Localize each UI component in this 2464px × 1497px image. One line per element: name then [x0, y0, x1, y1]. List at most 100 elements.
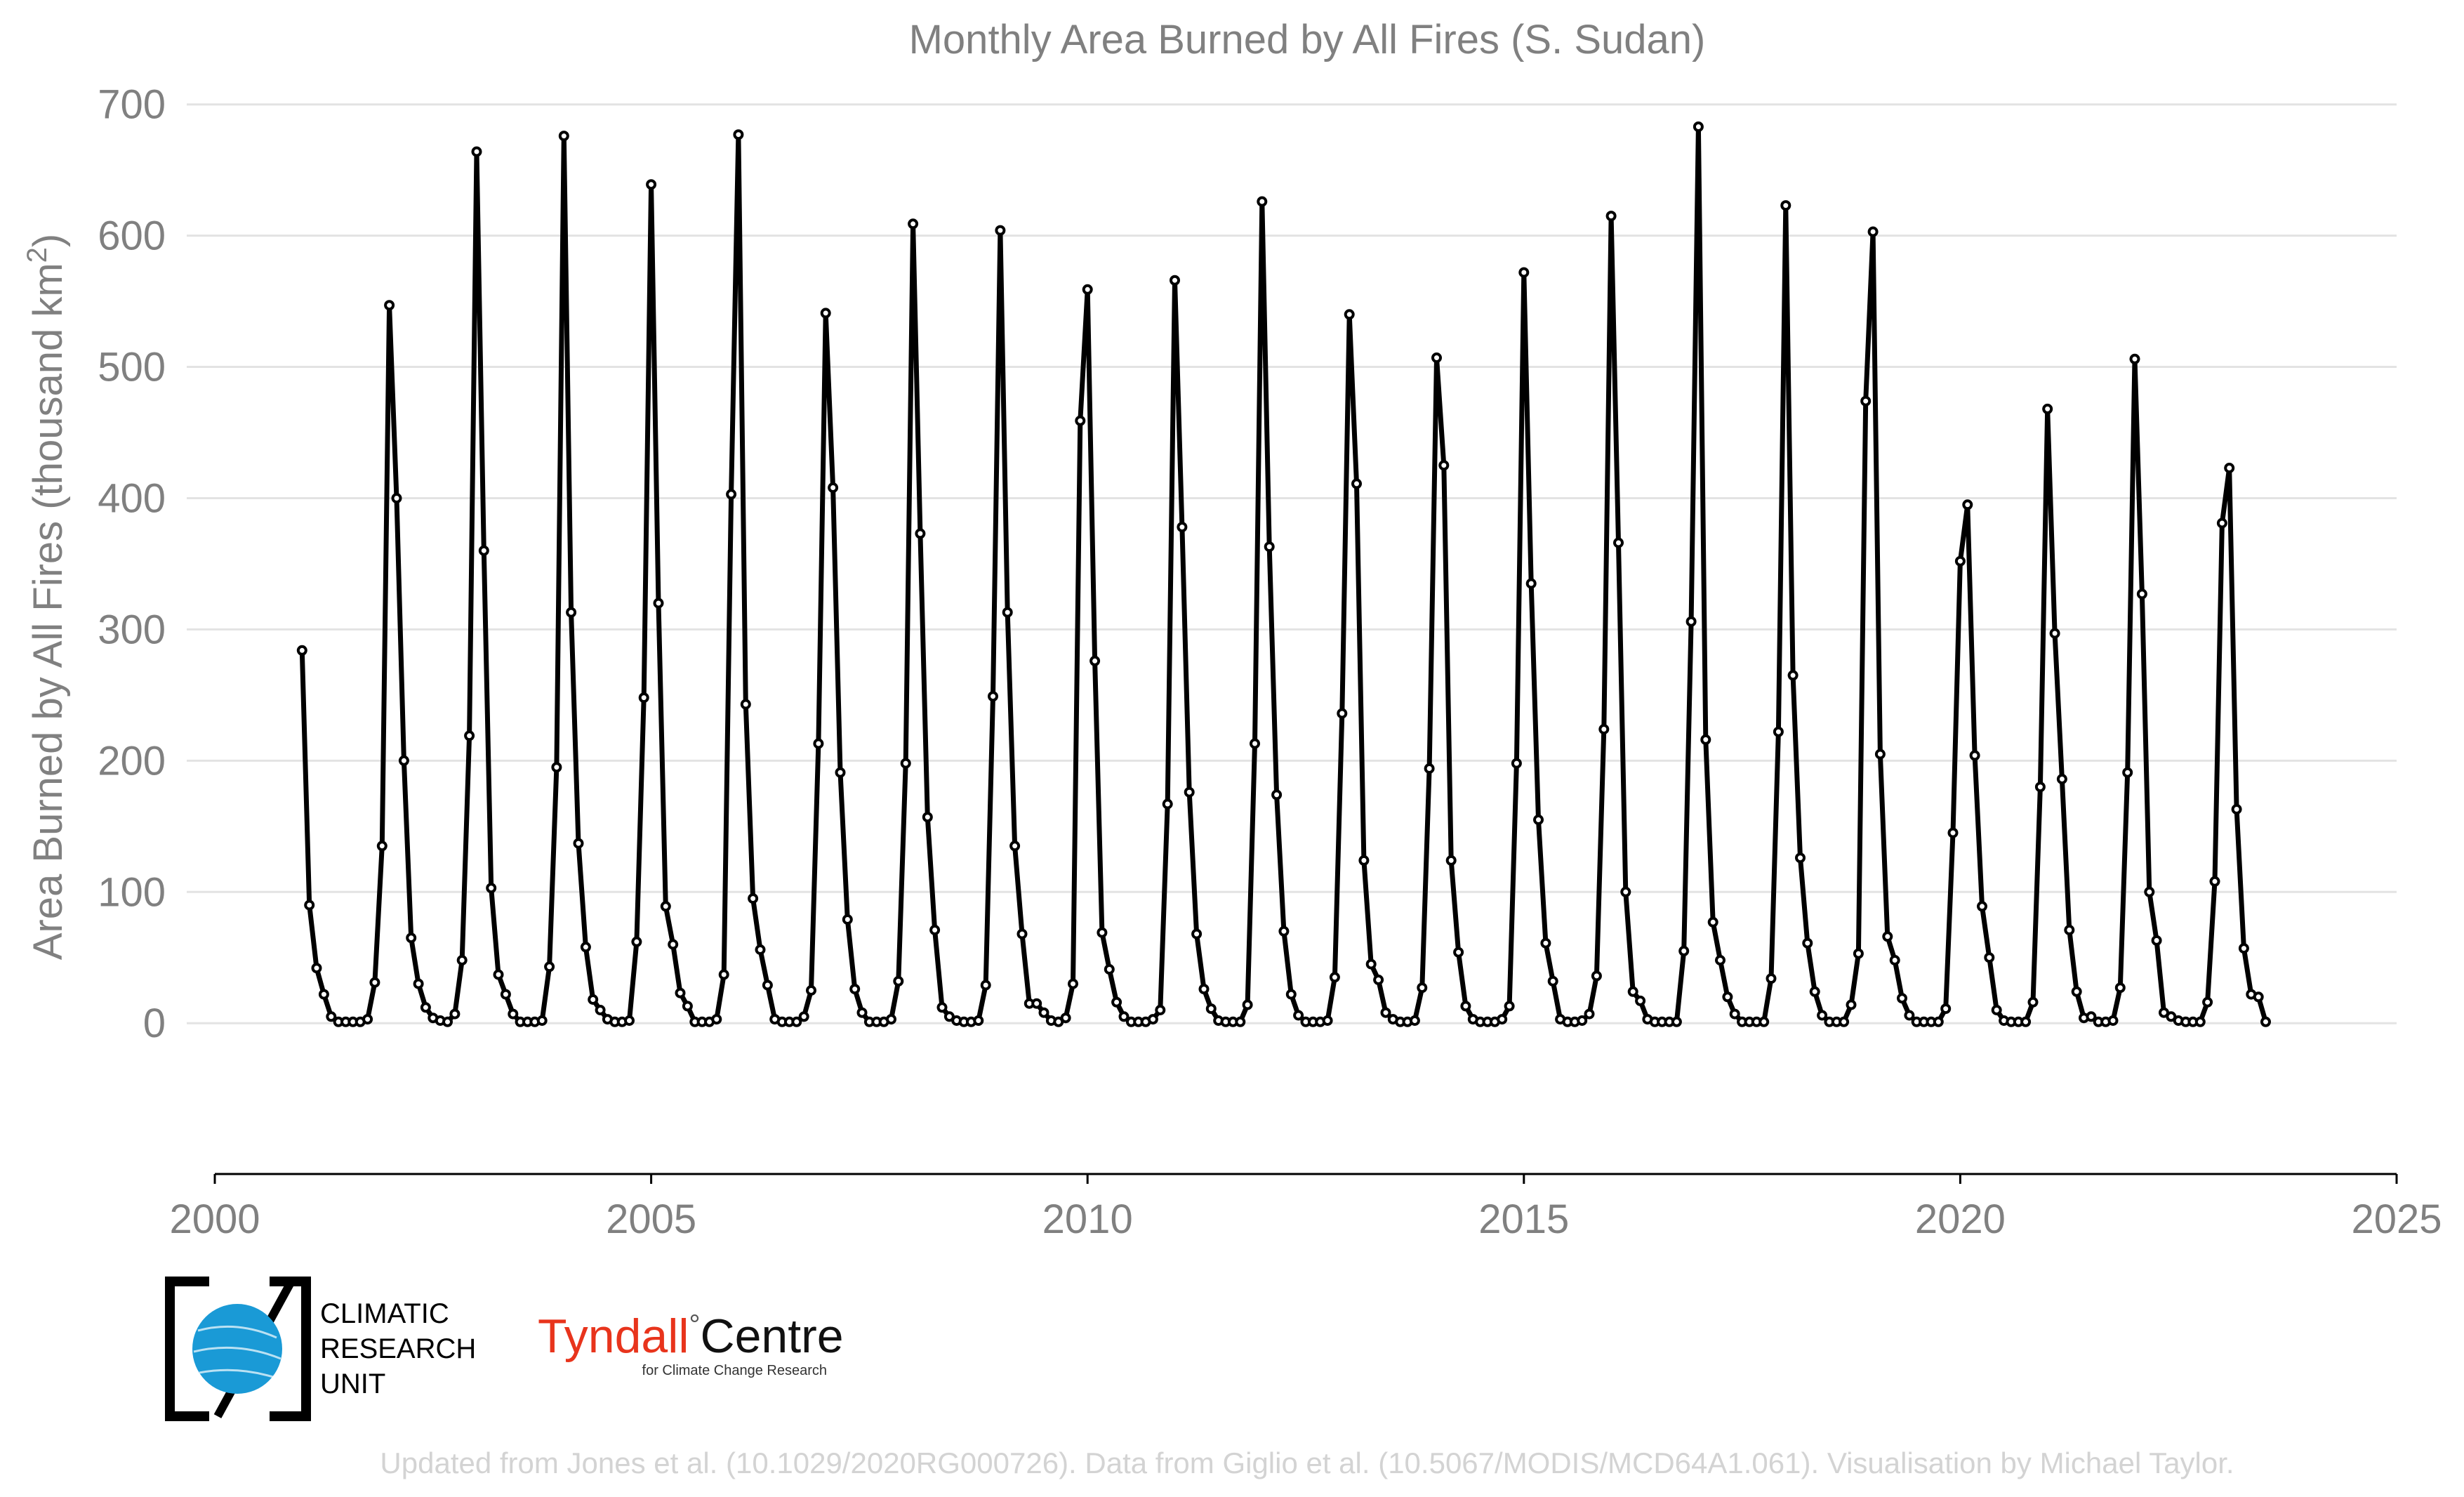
data-point [1591, 970, 1602, 982]
data-point [828, 482, 839, 493]
data-point [1860, 395, 1872, 407]
data-point [420, 1002, 431, 1013]
data-point [369, 977, 380, 988]
data-point [1198, 984, 1210, 995]
data-point [1285, 989, 1297, 1000]
data-point [1671, 1016, 1682, 1027]
data-point [820, 308, 831, 319]
cru-globe-lines [193, 1325, 281, 1379]
data-point [1729, 1008, 1740, 1020]
data-point [1235, 1016, 1246, 1027]
data-point [929, 925, 941, 935]
cru-text-line3: UNIT [320, 1369, 385, 1399]
data-point [471, 146, 482, 157]
data-point [311, 963, 322, 974]
data-point [936, 1002, 948, 1013]
data-point [442, 1016, 453, 1027]
data-point [1170, 275, 1180, 286]
data-point [2042, 403, 2053, 414]
data-point [842, 914, 853, 925]
data-point [449, 1008, 461, 1020]
data-point [508, 1008, 519, 1020]
y-tick-label: 300 [98, 607, 166, 652]
data-point [1031, 998, 1042, 1009]
data-point [1766, 973, 1777, 984]
data-point [1038, 1007, 1049, 1018]
data-point [362, 1014, 373, 1025]
cru-logo: CLIMATIC RESEARCH UNIT [165, 1277, 476, 1421]
data-point [1722, 991, 1733, 1003]
data-point [1060, 1013, 1071, 1024]
data-point [391, 493, 402, 503]
data-point [1605, 211, 1617, 222]
data-point [668, 939, 679, 950]
data-point [1525, 578, 1537, 589]
data-point [2166, 1011, 2177, 1022]
data-point [398, 755, 409, 766]
data-point [1453, 947, 1464, 958]
tyndall-logo: Tyndall°Centre for Climate Change Resear… [538, 1310, 844, 1378]
data-point [813, 738, 824, 749]
data-point [595, 1005, 606, 1015]
data-point [922, 812, 933, 823]
credit-text: Updated from Jones et al. (10.1029/2020R… [380, 1446, 2234, 1479]
data-point [486, 883, 497, 894]
data-point [1773, 726, 1784, 737]
data-point [1409, 1015, 1420, 1026]
data-point [1082, 284, 1093, 295]
data-point [915, 528, 926, 539]
data-points [296, 121, 2271, 1027]
data-point [1205, 1003, 1217, 1015]
data-point [726, 489, 737, 500]
data-point [493, 969, 504, 980]
data-point [456, 955, 468, 965]
data-point [1991, 1005, 2002, 1015]
data-point [1373, 975, 1384, 985]
data-point [711, 1014, 722, 1025]
data-point [2020, 1016, 2032, 1027]
data-point [1889, 955, 1900, 965]
data-point [653, 598, 664, 609]
data-point [740, 699, 751, 710]
data-point [2260, 1016, 2271, 1027]
data-point [1700, 734, 1711, 745]
data-point [1707, 916, 1718, 928]
data-point [2107, 1015, 2119, 1026]
data-point [624, 1015, 635, 1026]
data-point [675, 987, 686, 998]
data-point [1344, 309, 1355, 320]
data-point [1184, 786, 1195, 798]
data-point [558, 131, 569, 142]
data-point [718, 969, 729, 980]
data-point [1147, 1014, 1158, 1025]
cru-text-line2: RESEARCH [320, 1333, 476, 1364]
data-point [856, 1007, 868, 1018]
data-point [580, 942, 591, 953]
cru-bracket-left [165, 1277, 209, 1421]
chart-title: Monthly Area Burned by All Fires (S. Sud… [909, 17, 1706, 62]
tyndall-centre: Centre [700, 1310, 843, 1363]
data-point [1257, 196, 1268, 207]
data-point [2122, 767, 2133, 778]
data-point [1097, 927, 1108, 938]
tyndall-name: Tyndall [538, 1310, 689, 1363]
data-point [1068, 978, 1078, 989]
tyndall-subtitle: for Climate Change Research [642, 1363, 827, 1378]
data-point [2231, 804, 2242, 815]
y-axis-title-main: Area Burned by All Fires (thousand km [25, 263, 71, 960]
data-point [1337, 708, 1348, 719]
data-point [2027, 996, 2039, 1008]
data-point [1271, 789, 1283, 800]
x-tick-label: 2005 [606, 1196, 696, 1242]
data-point [1518, 267, 1530, 278]
y-axis-title-close: ) [25, 234, 71, 247]
data-point [1111, 996, 1122, 1008]
data-point [1191, 928, 1203, 939]
data-point [1620, 886, 1631, 897]
x-tick-label: 2025 [2351, 1196, 2442, 1242]
data-point [849, 984, 861, 995]
data-point [988, 691, 998, 702]
data-point [1977, 901, 1987, 912]
tyndall-logo-text: Tyndall°Centre [538, 1310, 844, 1363]
data-point [980, 980, 991, 991]
